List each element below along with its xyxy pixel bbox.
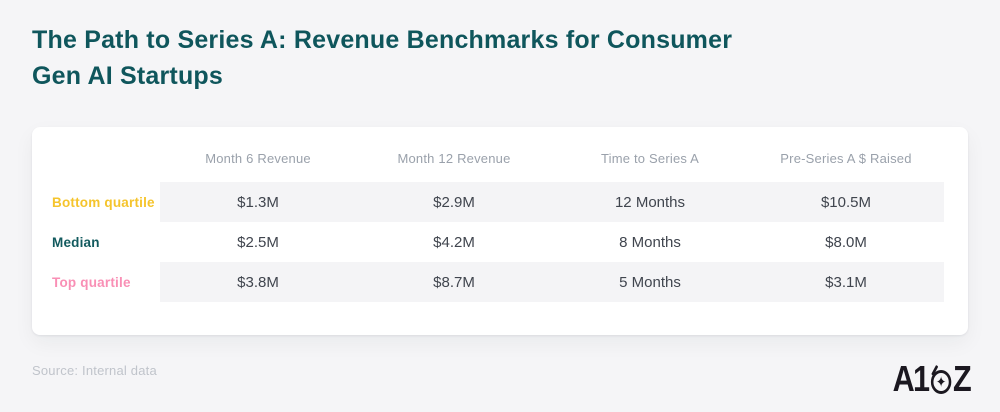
cell-median-time: 8 Months — [619, 233, 681, 251]
column-header-pre-series-a-raised: Pre-Series A $ Raised — [780, 151, 912, 166]
logo-six-circle: ✦ — [930, 370, 952, 394]
cell-median-month6: $2.5M — [237, 233, 279, 251]
cell-top-quartile-month6: $3.8M — [237, 273, 279, 291]
cell-bottom-quartile-month6: $1.3M — [237, 193, 279, 211]
cell-top-quartile-time: 5 Months — [619, 273, 681, 291]
column-header-month-6-revenue: Month 6 Revenue — [205, 151, 311, 166]
page-title-line-2: Gen AI Startups — [32, 62, 223, 90]
table-row-bottom-quartile: Bottom quartile $1.3M $2.9M 12 Months $1… — [32, 182, 944, 222]
cell-bottom-quartile-time: 12 Months — [614, 193, 686, 211]
column-header-time-to-series-a: Time to Series A — [600, 151, 700, 166]
a16z-logo: A1 ✦ Z — [892, 358, 972, 399]
cell-median-raised: $8.0M — [825, 233, 867, 251]
cell-median-month12: $4.2M — [433, 233, 475, 251]
logo-text-a1: A1 — [892, 358, 930, 399]
row-label-top-quartile: Top quartile — [52, 274, 131, 290]
cell-bottom-quartile-month12: $2.9M — [433, 193, 475, 211]
page-title: The Path to Series A: Revenue Benchmarks… — [32, 22, 732, 94]
cell-top-quartile-raised: $3.1M — [825, 273, 867, 291]
cell-top-quartile-month12: $8.7M — [433, 273, 475, 291]
source-note: Source: Internal data — [32, 363, 157, 378]
column-header-month-12-revenue: Month 12 Revenue — [397, 151, 511, 166]
four-pointed-star-icon: ✦ — [935, 372, 947, 391]
benchmarks-table-card: Month 6 Revenue Month 12 Revenue Time to… — [32, 127, 968, 335]
table-row-top-quartile: Top quartile $3.8M $8.7M 5 Months $3.1M — [32, 262, 944, 302]
row-label-bottom-quartile: Bottom quartile — [52, 194, 155, 210]
logo-text-z: Z — [953, 358, 972, 399]
table-header-row: Month 6 Revenue Month 12 Revenue Time to… — [32, 135, 944, 182]
row-label-median: Median — [52, 234, 100, 250]
cell-bottom-quartile-raised: $10.5M — [820, 193, 872, 211]
page-title-line-1: The Path to Series A: Revenue Benchmarks… — [32, 26, 733, 54]
table-row-median: Median $2.5M $4.2M 8 Months $8.0M — [32, 222, 944, 262]
